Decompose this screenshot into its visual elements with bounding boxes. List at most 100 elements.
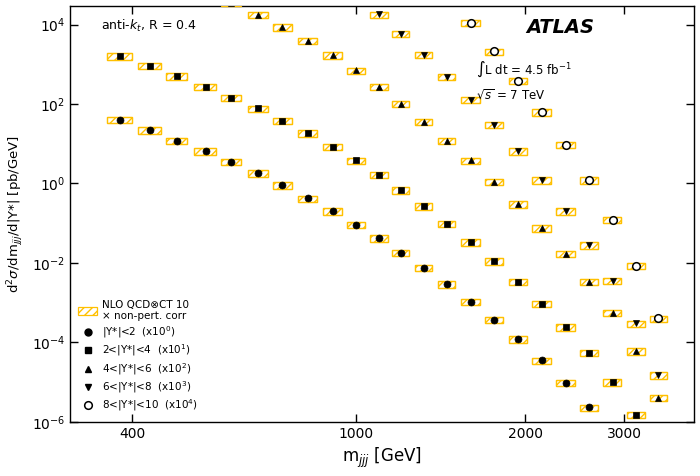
Bar	[509, 201, 526, 208]
Bar	[485, 258, 503, 265]
Bar	[370, 235, 388, 241]
Bar	[627, 320, 645, 327]
Bar	[347, 68, 365, 74]
Bar	[414, 204, 433, 210]
Bar	[139, 63, 161, 69]
Bar	[580, 350, 598, 356]
Bar	[438, 221, 455, 227]
Bar	[167, 138, 187, 144]
Bar	[167, 73, 187, 79]
Bar	[533, 357, 551, 364]
Bar	[509, 149, 526, 155]
Bar	[650, 316, 666, 322]
Bar	[509, 278, 526, 285]
Bar	[221, 0, 241, 6]
Bar	[392, 250, 409, 256]
Bar	[603, 217, 622, 223]
Bar	[370, 11, 388, 18]
Bar	[603, 310, 622, 317]
Bar	[580, 350, 598, 356]
Bar	[533, 178, 551, 184]
Bar	[485, 49, 503, 55]
Bar	[461, 299, 480, 305]
Bar	[580, 178, 598, 184]
Bar	[392, 187, 409, 194]
Bar	[485, 179, 503, 185]
Bar	[509, 149, 526, 155]
Bar	[438, 138, 455, 144]
Bar	[556, 251, 575, 257]
Bar	[509, 278, 526, 285]
Bar	[370, 235, 388, 241]
Bar	[627, 348, 645, 355]
Text: $\int$L dt = 4.5 fb$^{-1}$: $\int$L dt = 4.5 fb$^{-1}$	[476, 60, 572, 79]
Bar	[485, 179, 503, 185]
Bar	[414, 265, 433, 271]
Bar	[603, 379, 622, 386]
Bar	[347, 158, 365, 164]
Bar	[533, 301, 551, 307]
Bar	[461, 20, 480, 26]
Bar	[580, 242, 598, 248]
Bar	[556, 142, 575, 148]
Bar	[461, 239, 480, 246]
Bar	[627, 412, 645, 418]
Bar	[580, 405, 598, 411]
Bar	[485, 317, 503, 323]
Bar	[221, 159, 241, 165]
Bar	[603, 379, 622, 386]
Bar	[248, 12, 268, 18]
Bar	[221, 95, 241, 101]
Bar	[106, 117, 132, 123]
Bar	[603, 278, 622, 285]
Bar	[627, 263, 645, 269]
Bar	[106, 117, 132, 123]
Bar	[414, 265, 433, 271]
Bar	[603, 433, 622, 439]
Bar	[323, 208, 342, 215]
Bar	[533, 109, 551, 116]
Legend: NLO QCD⊗CT 10
× non-pert. corr, |Y*|<2  (x10$^{0}$), 2<|Y*|<4  (x10$^{1}$), 4<|Y: NLO QCD⊗CT 10 × non-pert. corr, |Y*|<2 (…	[76, 297, 202, 416]
Bar	[414, 119, 433, 125]
Bar	[273, 24, 292, 31]
Bar	[370, 11, 388, 18]
Bar	[533, 357, 551, 364]
Bar	[627, 466, 645, 472]
Bar	[650, 452, 666, 458]
Bar	[603, 217, 622, 223]
Bar	[485, 122, 503, 128]
X-axis label: m$_{jjj}$ [GeV]: m$_{jjj}$ [GeV]	[342, 446, 422, 470]
Bar	[298, 130, 317, 137]
Bar	[273, 24, 292, 31]
Bar	[461, 20, 480, 26]
Bar	[438, 221, 455, 227]
Bar	[627, 466, 645, 472]
Bar	[392, 187, 409, 194]
Y-axis label: d$^{2}\sigma$/dm$_{jjj}$/d|Y*| [pb/GeV]: d$^{2}\sigma$/dm$_{jjj}$/d|Y*| [pb/GeV]	[6, 135, 26, 293]
Bar	[414, 52, 433, 58]
Bar	[392, 31, 409, 37]
Bar	[556, 251, 575, 257]
Bar	[195, 149, 216, 155]
Bar	[438, 281, 455, 288]
Bar	[167, 73, 187, 79]
Bar	[485, 49, 503, 55]
Bar	[323, 208, 342, 215]
Bar	[627, 263, 645, 269]
Bar	[347, 68, 365, 74]
Bar	[509, 201, 526, 208]
Bar	[248, 106, 268, 112]
Text: ATLAS: ATLAS	[526, 18, 594, 37]
Bar	[273, 118, 292, 124]
Bar	[347, 222, 365, 228]
Bar	[580, 405, 598, 411]
Bar	[556, 325, 575, 331]
Bar	[438, 138, 455, 144]
Bar	[603, 433, 622, 439]
Bar	[650, 452, 666, 458]
Bar	[461, 158, 480, 164]
Bar	[298, 196, 317, 202]
Bar	[650, 372, 666, 378]
Bar	[139, 63, 161, 69]
Bar	[323, 144, 342, 150]
